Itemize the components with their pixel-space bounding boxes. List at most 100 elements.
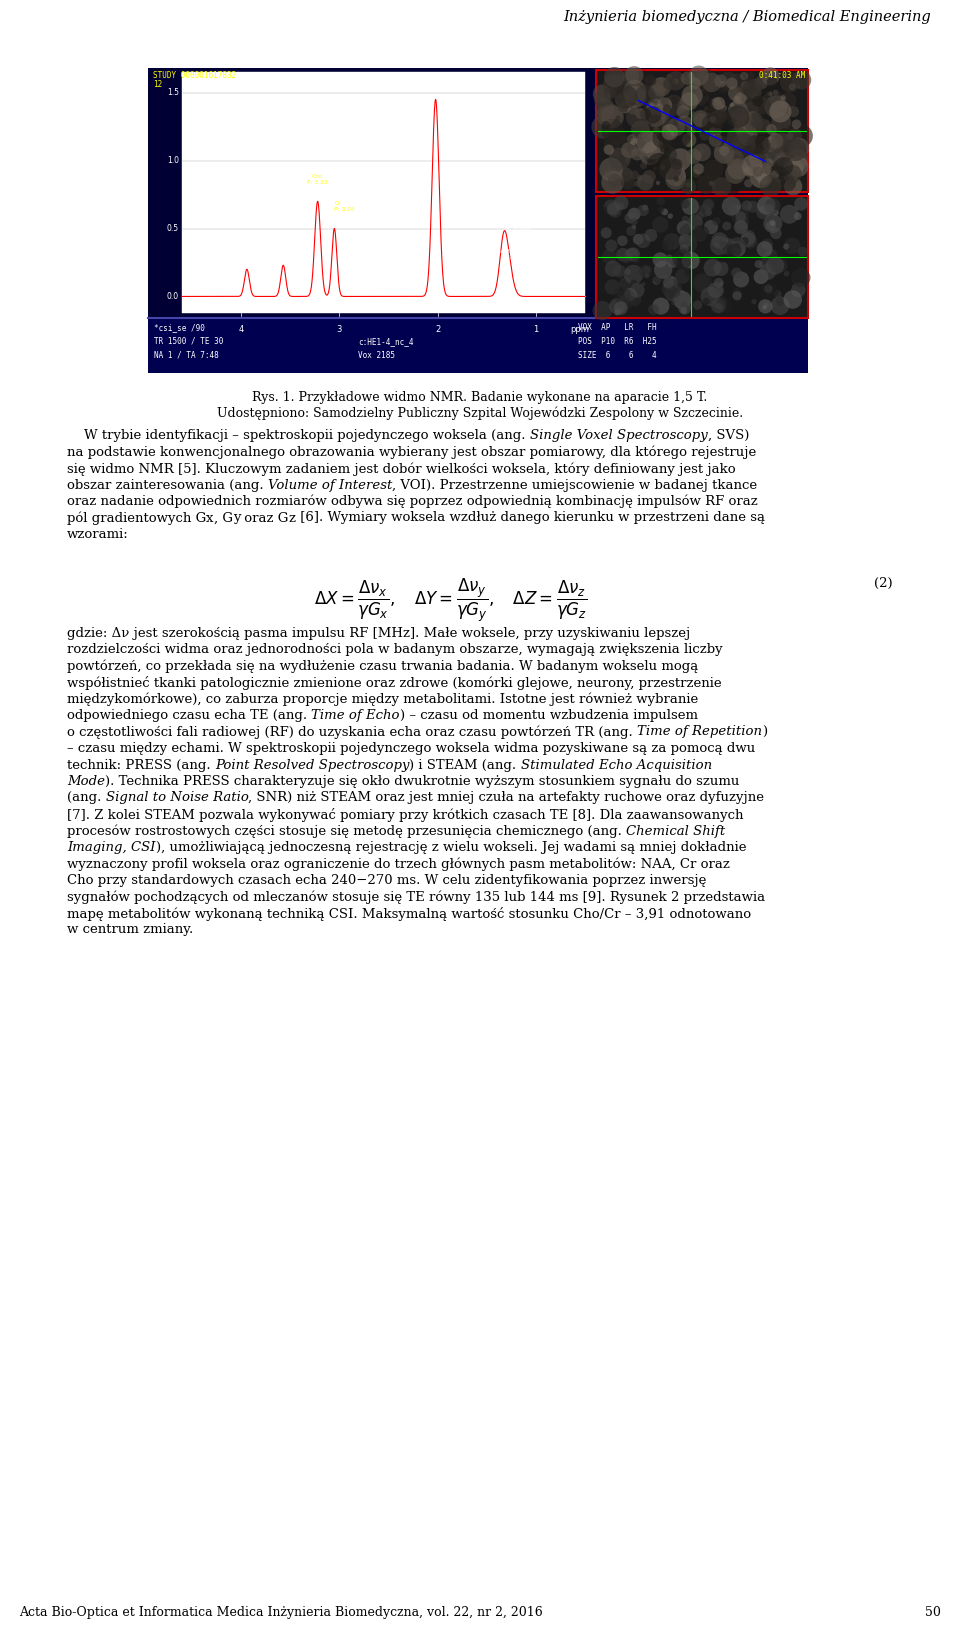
- Circle shape: [764, 96, 787, 119]
- Circle shape: [767, 76, 778, 88]
- Circle shape: [631, 120, 650, 140]
- Circle shape: [662, 104, 671, 112]
- Circle shape: [661, 124, 670, 133]
- Circle shape: [641, 120, 660, 138]
- Circle shape: [621, 307, 629, 315]
- Text: 2: 2: [435, 325, 441, 335]
- Circle shape: [699, 148, 705, 154]
- Circle shape: [768, 93, 773, 96]
- Circle shape: [653, 78, 669, 93]
- Text: odpowiedniego czasu echa TE (ang.: odpowiedniego czasu echa TE (ang.: [67, 708, 311, 722]
- Text: POS  P10  R6  H25: POS P10 R6 H25: [578, 336, 657, 346]
- Circle shape: [601, 171, 624, 193]
- Circle shape: [762, 205, 774, 216]
- Circle shape: [746, 135, 765, 154]
- Circle shape: [674, 260, 679, 265]
- Circle shape: [694, 228, 708, 242]
- Circle shape: [773, 89, 779, 96]
- Circle shape: [732, 96, 741, 104]
- Circle shape: [746, 171, 754, 177]
- Circle shape: [673, 291, 691, 309]
- Text: ): ): [762, 725, 767, 738]
- Circle shape: [716, 143, 722, 148]
- Circle shape: [630, 280, 637, 288]
- Circle shape: [635, 180, 640, 187]
- Circle shape: [714, 278, 724, 288]
- Circle shape: [780, 205, 799, 224]
- Circle shape: [794, 197, 808, 211]
- Circle shape: [626, 107, 646, 127]
- Text: Cr
P: 3.05: Cr P: 3.05: [334, 202, 355, 213]
- Circle shape: [599, 158, 623, 182]
- Circle shape: [719, 281, 724, 286]
- Circle shape: [684, 122, 692, 130]
- Circle shape: [728, 265, 741, 279]
- Circle shape: [694, 302, 700, 307]
- Circle shape: [743, 80, 762, 99]
- Text: , SVS): , SVS): [708, 429, 749, 442]
- Text: Chemical Shift: Chemical Shift: [626, 824, 726, 837]
- Circle shape: [592, 301, 612, 320]
- Circle shape: [747, 112, 764, 130]
- Circle shape: [696, 211, 704, 219]
- Circle shape: [761, 67, 780, 86]
- Circle shape: [718, 83, 729, 94]
- Circle shape: [664, 167, 672, 176]
- Circle shape: [724, 148, 732, 156]
- Circle shape: [631, 218, 637, 226]
- Circle shape: [644, 273, 650, 278]
- Circle shape: [763, 166, 771, 174]
- Circle shape: [716, 302, 723, 310]
- Circle shape: [773, 210, 779, 216]
- Text: międzykomórkowe), co zaburza proporcje między metabolitami. Istotne jest również: międzykomórkowe), co zaburza proporcje m…: [67, 692, 698, 705]
- Text: *csi_se /90: *csi_se /90: [154, 323, 204, 331]
- Text: , G: , G: [214, 512, 232, 525]
- Circle shape: [790, 125, 813, 148]
- Circle shape: [618, 102, 629, 112]
- Circle shape: [669, 115, 673, 119]
- Circle shape: [688, 65, 708, 86]
- Text: [7]. Z kolei STEAM pozwala wykonywać pomiary przy krótkich czasach TE [8]. Dla z: [7]. Z kolei STEAM pozwala wykonywać pom…: [67, 808, 743, 822]
- Circle shape: [740, 72, 749, 80]
- Circle shape: [631, 291, 635, 296]
- Circle shape: [647, 99, 663, 115]
- Circle shape: [730, 237, 746, 254]
- Circle shape: [654, 127, 660, 133]
- Text: SIZE  6    6    4: SIZE 6 6 4: [578, 351, 657, 361]
- Circle shape: [727, 158, 749, 179]
- Circle shape: [755, 260, 762, 268]
- Circle shape: [636, 125, 648, 138]
- Circle shape: [639, 265, 652, 278]
- Circle shape: [732, 159, 741, 169]
- Text: 1: 1: [533, 325, 539, 335]
- Text: 0.0: 0.0: [167, 292, 179, 301]
- Text: Udostępniono: Samodzielny Publiczny Szpital Wojewódzki Zespolony w Szczecinie.: Udostępniono: Samodzielny Publiczny Szpi…: [217, 406, 743, 419]
- Circle shape: [762, 91, 785, 114]
- Circle shape: [666, 130, 674, 138]
- Circle shape: [660, 240, 668, 249]
- Circle shape: [744, 148, 756, 161]
- Text: Time of Echo: Time of Echo: [311, 708, 400, 722]
- Circle shape: [734, 115, 756, 138]
- Circle shape: [642, 171, 656, 184]
- Circle shape: [632, 224, 636, 229]
- Circle shape: [680, 224, 696, 240]
- Circle shape: [784, 177, 803, 195]
- Circle shape: [671, 96, 679, 104]
- Circle shape: [782, 75, 792, 84]
- Circle shape: [755, 76, 768, 89]
- Circle shape: [684, 268, 695, 278]
- Circle shape: [700, 75, 704, 78]
- Circle shape: [732, 141, 740, 150]
- Circle shape: [643, 76, 648, 81]
- Circle shape: [599, 284, 608, 294]
- Circle shape: [601, 106, 624, 128]
- Circle shape: [748, 81, 757, 91]
- Circle shape: [774, 291, 781, 297]
- Circle shape: [770, 166, 787, 182]
- Circle shape: [662, 239, 675, 252]
- Circle shape: [725, 164, 745, 184]
- Circle shape: [593, 89, 611, 107]
- Circle shape: [765, 249, 778, 262]
- Circle shape: [732, 133, 756, 156]
